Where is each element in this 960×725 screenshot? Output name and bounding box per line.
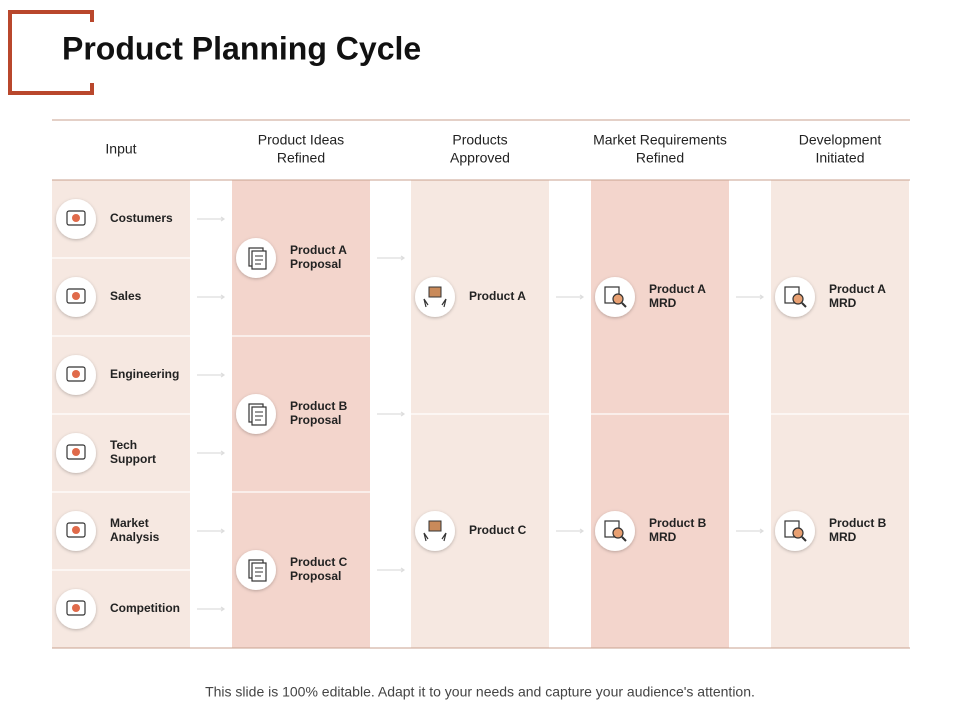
- item-label: MRD: [649, 530, 677, 544]
- column-heading: Approved: [450, 150, 510, 166]
- column-heading: Refined: [636, 150, 684, 166]
- icon-shape: [66, 444, 86, 460]
- item-label: Analysis: [110, 530, 160, 544]
- item-label: Support: [110, 452, 156, 466]
- icon: [66, 366, 86, 382]
- column-heading: Products: [452, 132, 507, 148]
- icon-shape: [612, 527, 624, 539]
- item-label: Product A: [829, 282, 886, 296]
- icon-shape: [255, 255, 263, 265]
- icon-shape: [801, 302, 807, 308]
- icon-shape: [801, 536, 807, 542]
- icon-shape: [66, 288, 86, 304]
- icon-shape: [72, 214, 80, 222]
- flow-arrow: [197, 450, 226, 456]
- flow-arrow: [197, 528, 226, 534]
- item-label: Product B: [649, 516, 707, 530]
- column-heading: Development: [799, 132, 882, 148]
- footer-note: This slide is 100% editable. Adapt it to…: [205, 684, 755, 700]
- item-label: Proposal: [290, 413, 341, 427]
- table: Input Costumers Sales Engineering TechSuppor…: [52, 119, 910, 649]
- column-heading: Product Ideas: [258, 132, 344, 148]
- column-heading: Input: [105, 141, 136, 157]
- icon-shape: [66, 366, 86, 382]
- item-label: MRD: [829, 296, 857, 310]
- icon: [604, 286, 627, 308]
- flow-arrow: [197, 216, 226, 222]
- icon-shape: [66, 522, 86, 538]
- icon: [66, 522, 86, 538]
- item-label: Tech: [110, 438, 137, 452]
- icon-shape: [255, 567, 263, 577]
- item-label: Product A: [290, 243, 347, 257]
- flow-arrow: [197, 606, 226, 612]
- icon: [248, 559, 267, 582]
- icon-shape: [255, 411, 263, 421]
- item-label: MRD: [829, 530, 857, 544]
- icon-shape: [423, 532, 447, 542]
- item-label: Proposal: [290, 257, 341, 271]
- icon-shape: [621, 536, 627, 542]
- icon: [784, 520, 807, 542]
- icon-shape: [72, 604, 80, 612]
- icon: [423, 286, 447, 308]
- flow-arrow: [377, 567, 406, 573]
- icon-shape: [792, 527, 804, 539]
- flow-arrow: [556, 528, 585, 534]
- icon: [604, 520, 627, 542]
- icon-shape: [428, 286, 442, 298]
- icon: [248, 403, 267, 426]
- item-label: Engineering: [110, 367, 179, 381]
- flow-arrow: [197, 372, 226, 378]
- item-label: Product A: [469, 289, 526, 303]
- icon: [66, 600, 86, 616]
- item-label: Market: [110, 516, 149, 530]
- flow-arrow: [377, 255, 406, 261]
- icon-shape: [72, 292, 80, 300]
- item-label: Product A: [649, 282, 706, 296]
- item-label: Costumers: [110, 211, 173, 225]
- icon-shape: [72, 370, 80, 378]
- icon: [66, 210, 86, 226]
- column-heading: Initiated: [815, 150, 864, 166]
- icon-shape: [66, 210, 86, 226]
- item-label: Competition: [110, 601, 180, 615]
- item-label: Product B: [290, 399, 348, 413]
- item-label: Product C: [469, 523, 527, 537]
- flow-arrow: [197, 294, 226, 300]
- flow-arrow: [556, 294, 585, 300]
- flow-arrow: [736, 528, 765, 534]
- icon: [423, 520, 447, 542]
- icon: [784, 286, 807, 308]
- icon-shape: [72, 526, 80, 534]
- title-bracket: [8, 10, 94, 95]
- icon-shape: [428, 520, 442, 532]
- flow-arrow: [736, 294, 765, 300]
- flow-arrow: [377, 411, 406, 417]
- icon-shape: [612, 293, 624, 305]
- icon-shape: [72, 448, 80, 456]
- item-label: Proposal: [290, 569, 341, 583]
- title: Product Planning Cycle: [62, 30, 421, 66]
- icon: [66, 444, 86, 460]
- icon-shape: [792, 293, 804, 305]
- icon-shape: [423, 298, 447, 308]
- icon-shape: [66, 600, 86, 616]
- icon-shape: [621, 302, 627, 308]
- item-label: Sales: [110, 289, 142, 303]
- icon: [248, 247, 267, 270]
- column-heading: Refined: [277, 150, 325, 166]
- item-label: Product C: [290, 555, 348, 569]
- icon: [66, 288, 86, 304]
- item-label: Product B: [829, 516, 887, 530]
- item-label: MRD: [649, 296, 677, 310]
- column-heading: Market Requirements: [593, 132, 727, 148]
